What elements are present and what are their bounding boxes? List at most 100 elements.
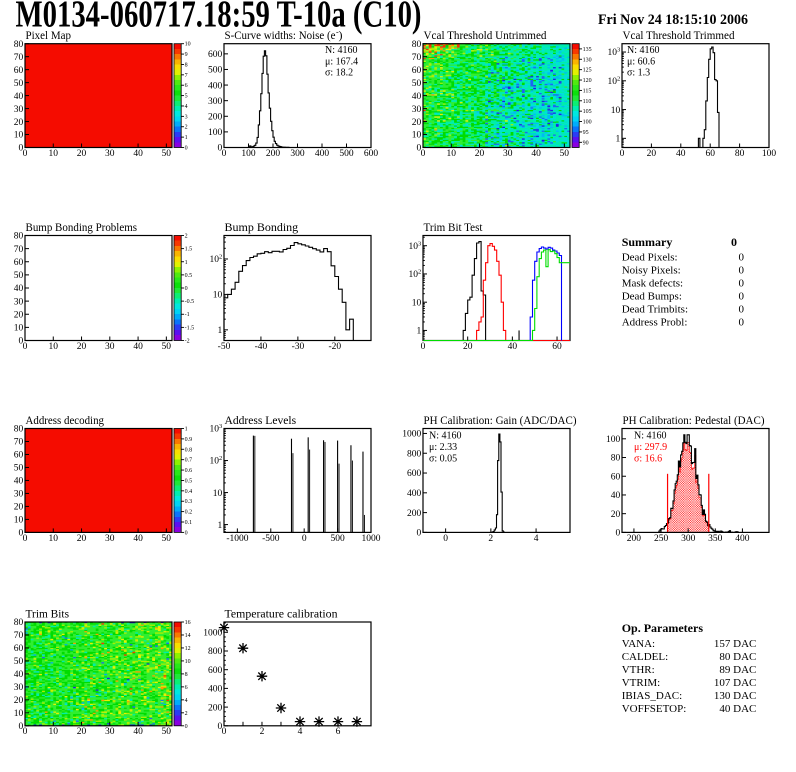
svg-text:10: 10 (49, 727, 59, 737)
svg-text:σ: 16.6: σ: 16.6 (634, 454, 662, 465)
svg-text:30: 30 (105, 727, 115, 737)
svg-text:10: 10 (185, 659, 191, 665)
svg-text:0: 0 (222, 149, 227, 159)
svg-text:135: 135 (583, 47, 592, 53)
svg-text:-1: -1 (185, 312, 190, 318)
svg-text:2: 2 (185, 234, 188, 240)
svg-text:-0.5: -0.5 (185, 299, 195, 305)
svg-text:50: 50 (14, 464, 24, 474)
svg-text:0: 0 (185, 286, 188, 292)
svg-text:250: 250 (654, 534, 669, 544)
svg-text:40: 40 (676, 149, 686, 159)
svg-text:80: 80 (611, 454, 621, 464)
svg-text:7: 7 (185, 73, 188, 79)
svg-text:-: - (336, 28, 339, 37)
svg-text:Dead Bumps:: Dead Bumps: (622, 291, 682, 303)
svg-text:0.9: 0.9 (185, 437, 193, 443)
svg-text:-40: -40 (255, 342, 268, 352)
svg-text:100: 100 (606, 435, 621, 445)
svg-text:VANA:: VANA: (622, 638, 655, 650)
svg-text:30: 30 (503, 149, 513, 159)
svg-text:0.4: 0.4 (185, 489, 193, 495)
svg-text:40: 40 (412, 92, 422, 102)
svg-text:200: 200 (208, 703, 223, 713)
svg-text:0: 0 (739, 317, 745, 329)
svg-text:6: 6 (185, 83, 188, 89)
svg-text:200: 200 (627, 534, 642, 544)
svg-text:70: 70 (14, 245, 24, 255)
svg-text:300: 300 (290, 149, 305, 159)
svg-text:4: 4 (185, 698, 188, 704)
svg-text:20: 20 (475, 149, 485, 159)
svg-text:103: 103 (209, 423, 222, 435)
svg-text:0: 0 (185, 724, 188, 730)
svg-text:-50: -50 (218, 342, 231, 352)
svg-text:0: 0 (23, 727, 28, 737)
svg-text:0: 0 (18, 144, 23, 154)
svg-text:30: 30 (105, 342, 115, 352)
svg-text:60: 60 (611, 472, 621, 482)
svg-text:102: 102 (408, 269, 421, 281)
svg-text:800: 800 (208, 647, 223, 657)
svg-text:20: 20 (77, 149, 87, 159)
svg-text:40 DAC: 40 DAC (719, 703, 756, 715)
svg-text:60: 60 (705, 149, 715, 159)
svg-text:70: 70 (14, 53, 24, 63)
svg-text:10: 10 (185, 42, 191, 48)
svg-text:0: 0 (416, 529, 421, 539)
svg-text:500: 500 (339, 149, 354, 159)
svg-text:0: 0 (739, 265, 745, 277)
svg-text:10: 10 (49, 149, 59, 159)
svg-text:600: 600 (364, 149, 379, 159)
svg-text:30: 30 (14, 297, 24, 307)
svg-text:CALDEL:: CALDEL: (622, 651, 668, 663)
svg-text:30: 30 (105, 149, 115, 159)
svg-text:0: 0 (23, 534, 28, 544)
svg-text:50: 50 (162, 149, 172, 159)
svg-text:300: 300 (681, 534, 696, 544)
svg-text:1: 1 (185, 135, 188, 141)
svg-text:Dead Trimbits:: Dead Trimbits: (622, 304, 688, 316)
svg-text:80: 80 (412, 40, 422, 50)
svg-text:20: 20 (14, 503, 24, 513)
svg-text:1: 1 (615, 135, 620, 145)
svg-text:20: 20 (14, 118, 24, 128)
svg-text:0.7: 0.7 (185, 458, 193, 464)
svg-text:50: 50 (162, 534, 172, 544)
svg-text:125: 125 (583, 68, 592, 74)
svg-text:157 DAC: 157 DAC (714, 638, 756, 650)
svg-text:VOFFSETOP:: VOFFSETOP: (622, 703, 687, 715)
svg-text:40: 40 (133, 342, 143, 352)
svg-text:400: 400 (407, 489, 422, 499)
svg-text:12: 12 (185, 646, 191, 652)
svg-text:0: 0 (739, 291, 745, 303)
svg-text:40: 40 (531, 149, 541, 159)
svg-text:8: 8 (185, 63, 188, 69)
svg-text:80: 80 (14, 618, 24, 628)
svg-text:Vcal Threshold Untrimmed: Vcal Threshold Untrimmed (424, 28, 547, 42)
svg-text:115: 115 (583, 88, 592, 94)
svg-text:0: 0 (443, 534, 448, 544)
svg-text:-30: -30 (292, 342, 305, 352)
svg-text:N: 4160: N: 4160 (325, 45, 358, 56)
svg-text:130 DAC: 130 DAC (714, 690, 756, 702)
svg-text:Bump Bonding: Bump Bonding (225, 220, 299, 234)
svg-text:102: 102 (209, 254, 222, 266)
svg-text:10: 10 (14, 324, 24, 334)
svg-text:40: 40 (133, 534, 143, 544)
svg-text:60: 60 (14, 66, 24, 76)
svg-text:Address Levels: Address Levels (225, 413, 297, 427)
svg-text:80: 80 (14, 40, 24, 50)
svg-text:100: 100 (208, 128, 223, 138)
svg-text:95: 95 (583, 130, 589, 136)
svg-text:0: 0 (18, 722, 23, 732)
svg-text:-2: -2 (185, 339, 190, 345)
svg-text:30: 30 (14, 105, 24, 115)
svg-text:Fri Nov 24 18:15:10 2006: Fri Nov 24 18:15:10 2006 (598, 12, 748, 28)
svg-text:1000: 1000 (362, 534, 381, 544)
svg-text:102: 102 (209, 455, 222, 467)
svg-text:Mask defects:: Mask defects: (622, 278, 683, 290)
svg-text:μ: 297.9: μ: 297.9 (634, 442, 667, 453)
svg-text:0: 0 (217, 144, 222, 154)
svg-text:10: 10 (213, 489, 223, 499)
